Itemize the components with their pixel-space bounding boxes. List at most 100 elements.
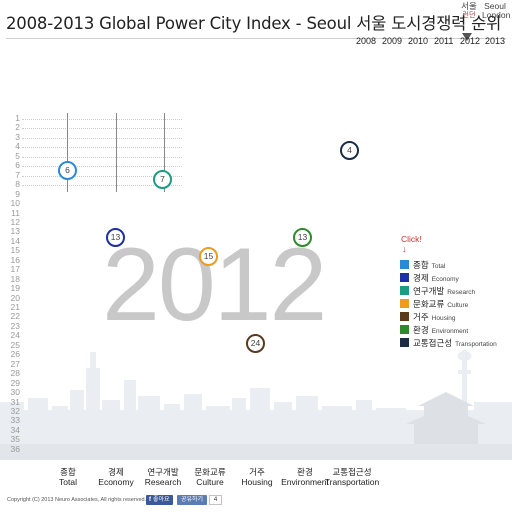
rank-label: 13 [10,226,20,237]
rank-label: 34 [10,424,20,435]
category-label-en: Environment [281,477,329,487]
year-2008[interactable]: 2008 [356,36,377,46]
london-label-en: London [482,10,511,20]
legend-item[interactable]: 환경 Environment [400,324,468,336]
rank-marker-environment[interactable]: 13 [293,228,312,247]
category-label-en: Research [144,477,182,487]
category-label-ko: 연구개발 [147,467,179,477]
category-label-en: Economy [98,477,134,487]
rank-marker-housing[interactable]: 24 [246,334,265,353]
category-label-ko: 환경 [297,467,313,477]
selected-year-indicator-icon [462,33,472,41]
category-housing[interactable]: 거주 Housing [236,467,278,487]
rank-label: 2 [15,122,20,133]
rank-label: 5 [15,150,20,161]
legend-label-ko: 연구개발 [413,286,445,296]
down-arrow-icon: ↓ [402,244,407,254]
rank-label: 12 [10,216,20,227]
rank-marker-culture[interactable]: 15 [199,247,218,266]
rank-marker-transportation[interactable]: 4 [340,141,359,160]
year-2011[interactable]: 2011 [434,36,454,46]
rank-label: 6 [15,160,20,171]
range-line-total [67,113,68,192]
year-2012[interactable]: 2012 [460,36,481,46]
legend-item[interactable]: 연구개발 Research [400,285,475,297]
year-selector: 2008 2009 2010 2011 2012 2013 [348,36,512,48]
rank-guide-line [22,166,182,168]
legend-label-en: Economy [431,276,459,283]
rank-marker-research[interactable]: 7 [153,170,172,189]
rank-label: 7 [15,169,20,180]
legend-swatch [400,286,409,295]
legend-item[interactable]: 교통접근성 Transportation [400,337,497,349]
london-toggle[interactable]: Seoul London [482,1,511,20]
legend-swatch [400,338,409,347]
seoul-toggle[interactable]: 서울 런던 [458,2,480,20]
title-bar: 2008-2013 Global Power City Index - Seou… [6,6,506,39]
rank-guide-line [22,128,182,130]
year-2010[interactable]: 2010 [408,36,429,46]
category-label-en: Transportation [324,477,380,487]
range-line-research [164,113,165,192]
facebook-like-button[interactable]: f 좋아요 [146,495,173,505]
category-research[interactable]: 연구개발 Research [140,467,186,487]
rank-label: 15 [10,245,20,256]
rank-label: 25 [10,339,20,350]
year-2009[interactable]: 2009 [382,36,403,46]
category-environment[interactable]: 환경 Environment [280,467,330,487]
category-label-ko: 종합 [60,467,76,477]
rank-label: 32 [10,405,20,416]
rank-guide-line [22,147,182,149]
legend-label-ko: 문화교류 [413,299,445,309]
rank-label: 36 [10,443,20,454]
facebook-icon: f [149,497,151,503]
category-label-ko: 거주 [249,467,265,477]
share-button[interactable]: 공유하기 [177,495,208,505]
category-transportation[interactable]: 교통접근성 Transportation [324,467,380,487]
rank-label: 28 [10,368,20,379]
category-label-en: Housing [241,477,273,487]
legend-swatch [400,325,409,334]
rank-label: 14 [10,235,20,246]
rank-label: 8 [15,179,20,190]
seoul-skyline-illustration [0,350,512,460]
rank-label: 21 [10,302,20,312]
seoul-label-en: Seoul [484,1,506,11]
year-2013[interactable]: 2013 [485,36,506,46]
legend-item[interactable]: 문화교류 Culture [400,298,468,310]
category-culture[interactable]: 문화교류 Culture [188,467,232,487]
year-watermark: 2012 [102,227,327,343]
rank-label: 22 [10,311,20,322]
rank-marker-total[interactable]: 6 [58,161,77,180]
legend-label-en: Housing [431,315,456,322]
rank-guide-line [22,156,182,158]
rank-label: 18 [10,273,20,284]
category-total[interactable]: 종합 Total [47,467,89,487]
rank-label: 29 [10,377,20,388]
rank-guide-line [22,119,182,120]
rank-label: 10 [10,198,20,209]
category-label-en: Total [59,477,77,487]
copyright-text: Copyright (C) 2013 Neuro Associates, All… [7,497,147,503]
footer: Copyright (C) 2013 Neuro Associates, All… [0,492,512,512]
rank-label: 31 [10,396,20,407]
category-economy[interactable]: 경제 Economy [94,467,138,487]
category-label-ko: 문화교류 [194,467,226,477]
legend-label-ko: 교통접근성 [413,338,453,348]
seoul-label: 서울 [461,1,477,11]
rank-marker-economy[interactable]: 13 [106,228,125,247]
rank-label: 3 [15,131,20,142]
legend-label-en: Research [447,289,476,296]
legend-swatch [400,299,409,308]
legend-swatch [400,312,409,321]
category-label-ko: 경제 [108,467,124,477]
rank-label: 23 [10,320,20,331]
rank-label: 35 [10,434,20,445]
range-line-economy [116,113,117,192]
legend-item[interactable]: 거주 Housing [400,311,456,323]
legend-item[interactable]: 경제 Economy [400,272,459,284]
rank-label: 26 [10,349,20,360]
legend-label-ko: 거주 [413,312,429,322]
legend-item[interactable]: 종합 Total [400,259,445,271]
rank-guide-line [22,175,182,177]
